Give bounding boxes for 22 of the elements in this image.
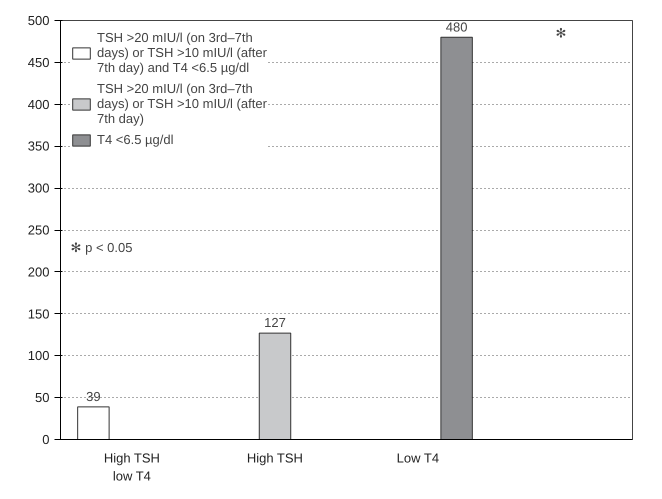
legend-label: T4 <6.5 µg/dl (97, 132, 174, 147)
y-tick-label: 400 (28, 96, 50, 112)
y-tick-label: 0 (42, 432, 50, 447)
legend-label: TSH >20 mIU/l (on 3rd–7th days) or TSH >10 mIU/l (after 7th day) and T4 <6.5 µg/dl (97, 30, 267, 75)
y-tick-label: 150 (28, 306, 50, 322)
x-tick-label: High TSH (246, 450, 303, 466)
annotation: ✻ (556, 26, 566, 40)
y-tick-label: 350 (28, 138, 50, 154)
data-label: 480 (446, 19, 468, 34)
data-label: 39 (86, 388, 101, 404)
y-tick-label: 50 (35, 390, 50, 406)
data-label: 127 (264, 315, 286, 330)
x-tick-label: High TSH low T4 (104, 450, 160, 484)
legend-label: TSH >20 mIU/l (on 3rd–7th days) or TSH >10 mIU/l (after 7th day) (97, 81, 267, 126)
annotation: ✻ p < 0.05 (70, 240, 132, 256)
x-tick-label: Low T4 (396, 450, 440, 466)
y-tick-label: 500 (28, 13, 50, 28)
y-tick-label: 450 (28, 54, 50, 70)
y-tick-label: 100 (28, 348, 50, 364)
y-tick-label: 250 (28, 222, 50, 238)
y-tick-label: 300 (28, 180, 50, 196)
y-tick-label: 200 (28, 264, 50, 280)
